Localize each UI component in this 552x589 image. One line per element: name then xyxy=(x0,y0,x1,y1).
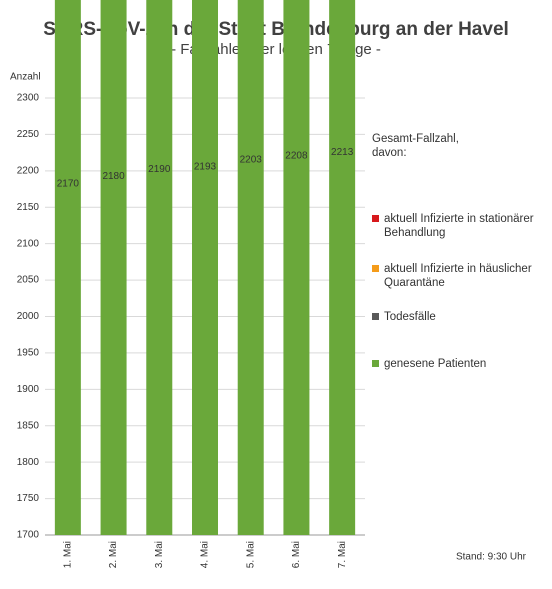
total-label: 2203 xyxy=(240,154,263,165)
total-label: 2190 xyxy=(148,164,171,175)
y-tick-label: 1950 xyxy=(17,348,40,359)
chart-subtitle: - Fallzahlen der letzten 7 Tage - xyxy=(171,41,381,58)
bar-segment xyxy=(54,0,81,535)
y-tick-label: 2000 xyxy=(17,311,40,322)
y-tick-label: 2300 xyxy=(17,93,40,104)
y-tick-label: 1750 xyxy=(17,493,40,504)
y-tick-label: 2050 xyxy=(17,275,40,286)
legend-item: Todesfälle xyxy=(372,310,552,324)
legend-label: Todesfälle xyxy=(384,311,436,323)
y-tick-label: 2250 xyxy=(17,129,40,140)
legend-title: Gesamt-Fallzahl, davon: xyxy=(372,133,459,159)
legend-item: genesene Patienten xyxy=(372,357,552,371)
legend-label: aktuell Infizierte in häuslicher Quarant… xyxy=(384,263,532,289)
y-tick-label: 1700 xyxy=(17,530,40,541)
total-label: 2193 xyxy=(194,162,217,173)
x-tick-label: 3. Mai xyxy=(154,541,165,568)
bar-segment xyxy=(146,0,173,535)
y-tick-label: 1800 xyxy=(17,457,40,468)
total-label: 2213 xyxy=(331,147,354,158)
total-label: 2170 xyxy=(57,178,80,189)
total-label: 2180 xyxy=(102,171,125,182)
legend-swatch xyxy=(372,360,379,367)
y-tick-label: 2200 xyxy=(17,165,40,176)
bar-segment xyxy=(100,0,127,535)
x-tick-label: 6. Mai xyxy=(291,541,302,568)
legend-item: aktuell Infizierte in häuslicher Quarant… xyxy=(372,262,552,290)
x-tick-label: 7. Mai xyxy=(337,541,348,568)
x-tick-label: 5. Mai xyxy=(245,541,256,568)
legend-swatch xyxy=(372,313,379,320)
x-tick-label: 1. Mai xyxy=(62,541,73,568)
x-tick-label: 4. Mai xyxy=(200,541,211,568)
legend-swatch xyxy=(372,265,379,272)
y-tick-label: 2150 xyxy=(17,202,40,213)
y-tick-label: 1850 xyxy=(17,420,40,431)
y-tick-label: 1900 xyxy=(17,384,40,395)
bar-segment xyxy=(237,0,264,535)
y-tick-label: 2100 xyxy=(17,238,40,249)
x-tick-label: 2. Mai xyxy=(108,541,119,568)
total-label: 2208 xyxy=(285,151,308,162)
bar-segment xyxy=(283,0,310,535)
legend-swatch xyxy=(372,215,379,222)
y-axis-label: Anzahl xyxy=(10,72,41,83)
legend-label: aktuell Infizierte in stationärer Behand… xyxy=(384,213,534,239)
legend: Gesamt-Fallzahl, davon: genesene Patient… xyxy=(372,132,547,370)
legend-item: aktuell Infizierte in stationärer Behand… xyxy=(372,212,552,240)
legend-label: genesene Patienten xyxy=(384,358,487,370)
bar-segment xyxy=(329,0,356,535)
note: Stand: 9:30 Uhr xyxy=(456,552,527,563)
bar-segment xyxy=(192,0,218,535)
